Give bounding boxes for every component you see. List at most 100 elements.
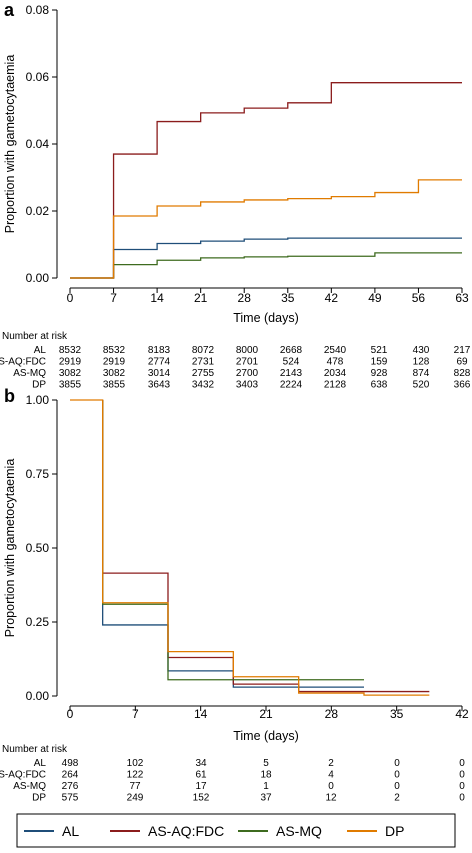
b-risk-value: 2 — [394, 793, 400, 804]
b-risk-value: 0 — [459, 793, 465, 804]
panel-a: a 0.000.020.040.060.080 7 14 21 28 35 42 49 56 63… — [0, 0, 471, 391]
b-risk-value: 498 — [62, 758, 79, 769]
a-series-dp — [70, 179, 462, 279]
b-risk-row-label: DP — [32, 793, 46, 804]
a-risk-value: 2143 — [280, 368, 303, 379]
b-risk-value: 5 — [263, 758, 269, 769]
b-risk-value: 152 — [193, 793, 210, 804]
b-risk-value: 0 — [459, 758, 465, 769]
a-y-tick-label: 0.06 — [26, 70, 50, 84]
legend: AL AS-AQ:FDC AS-MQ DP — [16, 813, 456, 848]
b-risk-value: 0 — [328, 781, 334, 792]
a-x-tick-label: 28 — [238, 291, 252, 305]
a-risk-value: 828 — [454, 368, 471, 379]
b-x-tick-label: 7 — [132, 707, 139, 721]
a-risk-value: 2700 — [236, 368, 259, 379]
b-y-tick-label: 0.00 — [26, 689, 50, 703]
b-x-tick-label: 0 — [67, 707, 74, 721]
b-risk-value: 12 — [325, 793, 337, 804]
a-y-axis-title: Proportion with gametocytaemia — [3, 55, 17, 234]
b-risk-value: 0 — [394, 758, 400, 769]
b-x-tick-label: 42 — [455, 707, 469, 721]
b-series-dp — [70, 399, 430, 696]
b-risk-value: 575 — [62, 793, 79, 804]
b-y-axis-title: Proportion with gametocytaemia — [3, 459, 17, 638]
a-x-tick-label: 49 — [368, 291, 382, 305]
a-risk-value: 69 — [456, 357, 468, 368]
legend-label-as-mq: AS-MQ — [276, 823, 322, 839]
a-x-tick-label: 0 — [67, 291, 74, 305]
a-risk-value: 128 — [413, 357, 430, 368]
a-risk-row-label: DP — [32, 380, 46, 391]
a-risk-value: 2774 — [148, 357, 171, 368]
legend-label-dp: DP — [385, 823, 404, 839]
a-risk-value: 2668 — [280, 345, 303, 356]
a-risk-value: 478 — [327, 357, 344, 368]
a-risk-value: 217 — [454, 345, 471, 356]
b-y-tick-label: 1.00 — [26, 393, 50, 407]
a-x-tick-label: 63 — [455, 291, 469, 305]
b-x-axis-title: Time (days) — [233, 729, 299, 743]
b-risk-value: 61 — [195, 770, 207, 781]
legend-frame — [16, 813, 456, 848]
a-risk-value: 2731 — [192, 357, 215, 368]
b-risk-value: 249 — [127, 793, 144, 804]
a-risk-value: 2701 — [236, 357, 259, 368]
a-risk-value: 520 — [413, 380, 430, 391]
a-x-tick-label: 56 — [412, 291, 426, 305]
a-risk-value: 2919 — [59, 357, 82, 368]
a-risk-value: 3855 — [103, 380, 126, 391]
b-x-tick-label: 35 — [390, 707, 404, 721]
a-y-tick-label: 0.08 — [26, 3, 50, 17]
a-risk-value: 2128 — [324, 380, 347, 391]
b-risk-value: 276 — [62, 781, 79, 792]
a-risk-value: 3014 — [148, 368, 171, 379]
a-risk-value: 2919 — [103, 357, 126, 368]
a-risk-value: 8183 — [148, 345, 171, 356]
b-risk-value: 17 — [195, 781, 207, 792]
b-y-tick-label: 0.25 — [26, 615, 50, 629]
b-risk-row-label: AS-AQ:FDC — [0, 770, 46, 781]
a-x-tick-label: 42 — [325, 291, 339, 305]
a-risk-row-label: AS-AQ:FDC — [0, 357, 46, 368]
a-x-tick-label: 21 — [194, 291, 208, 305]
b-risk-value: 37 — [260, 793, 272, 804]
a-risk-value: 8532 — [103, 345, 126, 356]
a-x-tick-label: 14 — [150, 291, 164, 305]
b-risk-value: 77 — [129, 781, 141, 792]
b-x-tick-label: 14 — [194, 707, 208, 721]
a-risk-value: 2755 — [192, 368, 215, 379]
b-risk-value: 4 — [328, 770, 334, 781]
panel-b-letter: b — [4, 386, 15, 406]
b-risk-value: 0 — [394, 770, 400, 781]
panel-a-letter: a — [4, 0, 15, 20]
a-risk-value: 874 — [413, 368, 430, 379]
a-series-as-mq — [70, 252, 462, 279]
b-risk-value: 34 — [195, 758, 207, 769]
a-risk-value: 3403 — [236, 380, 259, 391]
b-risk-value: 0 — [394, 781, 400, 792]
a-risk-value: 3643 — [148, 380, 171, 391]
b-risk-row-label: AS-MQ — [13, 781, 46, 792]
b-risk-value: 122 — [127, 770, 144, 781]
a-risk-value: 3855 — [59, 380, 82, 391]
a-risk-value: 928 — [371, 368, 388, 379]
b-risk-value: 0 — [459, 781, 465, 792]
a-risk-row-label: AL — [34, 345, 47, 356]
a-risk-value: 2540 — [324, 345, 347, 356]
a-series-al — [70, 237, 462, 279]
b-risk-row-label: AL — [34, 758, 47, 769]
a-risk-value: 8532 — [59, 345, 82, 356]
b-y-tick-label: 0.50 — [26, 541, 50, 555]
a-risk-row-label: AS-MQ — [13, 368, 46, 379]
b-series-as-aq-fdc — [102, 400, 430, 693]
legend-label-al: AL — [62, 823, 79, 839]
a-series-as-aq-fdc — [70, 82, 462, 279]
a-risk-value: 3432 — [192, 380, 215, 391]
b-risk-value: 102 — [127, 758, 144, 769]
a-risk-value: 521 — [371, 345, 388, 356]
a-x-tick-label: 35 — [281, 291, 295, 305]
b-y-tick-label: 0.75 — [26, 467, 50, 481]
b-risk-table-title: Number at risk — [2, 744, 68, 755]
